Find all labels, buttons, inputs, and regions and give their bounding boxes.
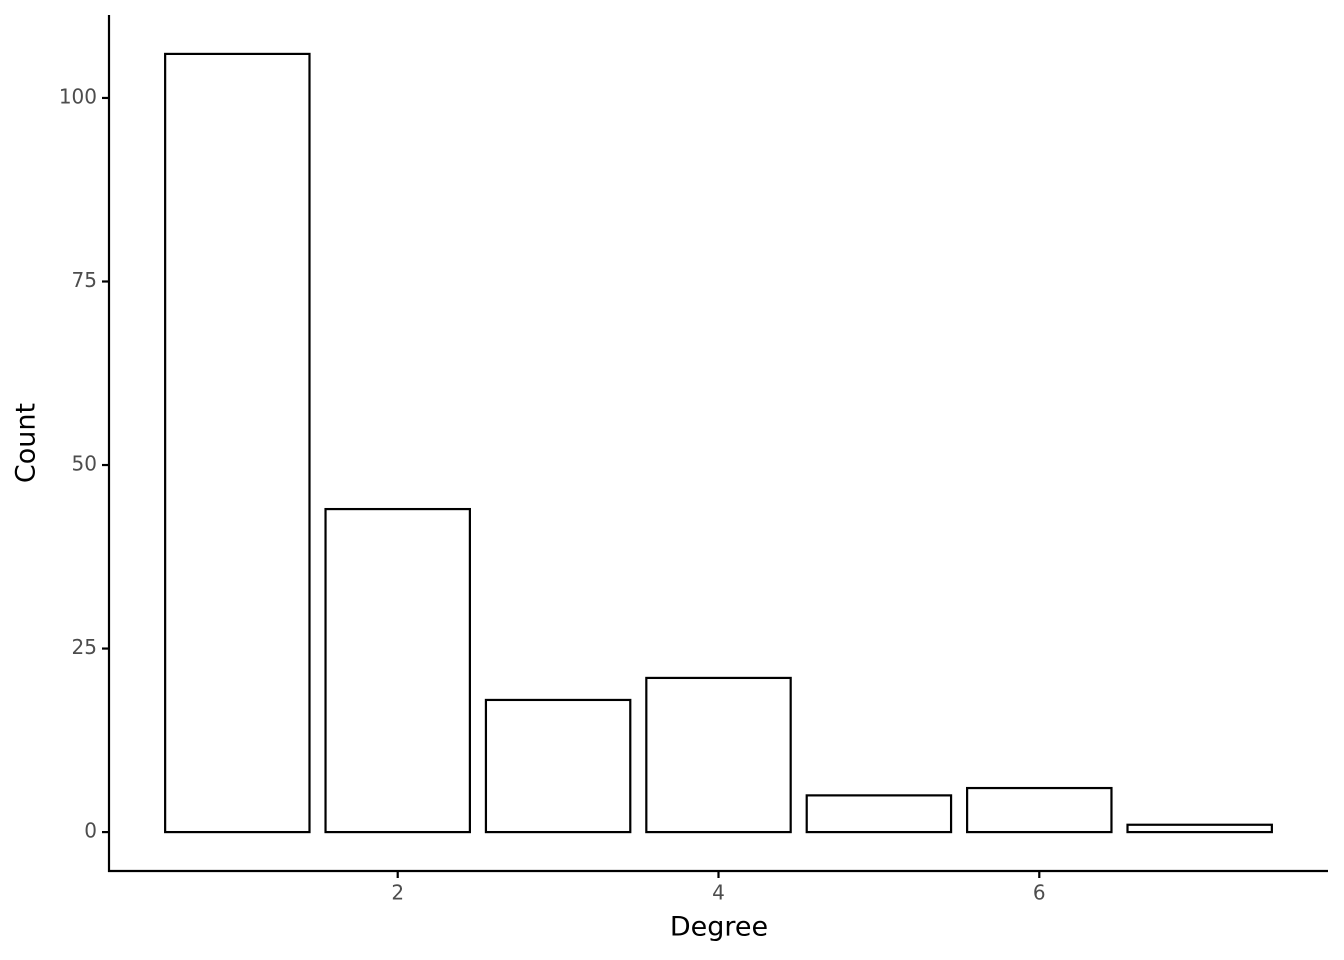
y-tick-label: 50 <box>72 452 97 476</box>
y-tick-label: 75 <box>72 268 97 292</box>
x-tick-label: 2 <box>391 881 404 905</box>
y-tick-label: 25 <box>72 635 97 659</box>
bar <box>966 786 1113 834</box>
bar <box>324 507 471 834</box>
bar <box>164 52 311 834</box>
y-tick-label: 100 <box>59 84 97 108</box>
x-axis-title: Degree <box>670 912 768 943</box>
y-tick-label: 0 <box>84 819 97 843</box>
bar <box>645 676 792 834</box>
bar <box>484 698 632 834</box>
bar <box>1126 823 1273 834</box>
bar <box>805 794 953 834</box>
x-tick-label: 4 <box>712 881 725 905</box>
x-tick-label: 6 <box>1033 881 1046 905</box>
y-axis-title: Count <box>11 403 42 483</box>
